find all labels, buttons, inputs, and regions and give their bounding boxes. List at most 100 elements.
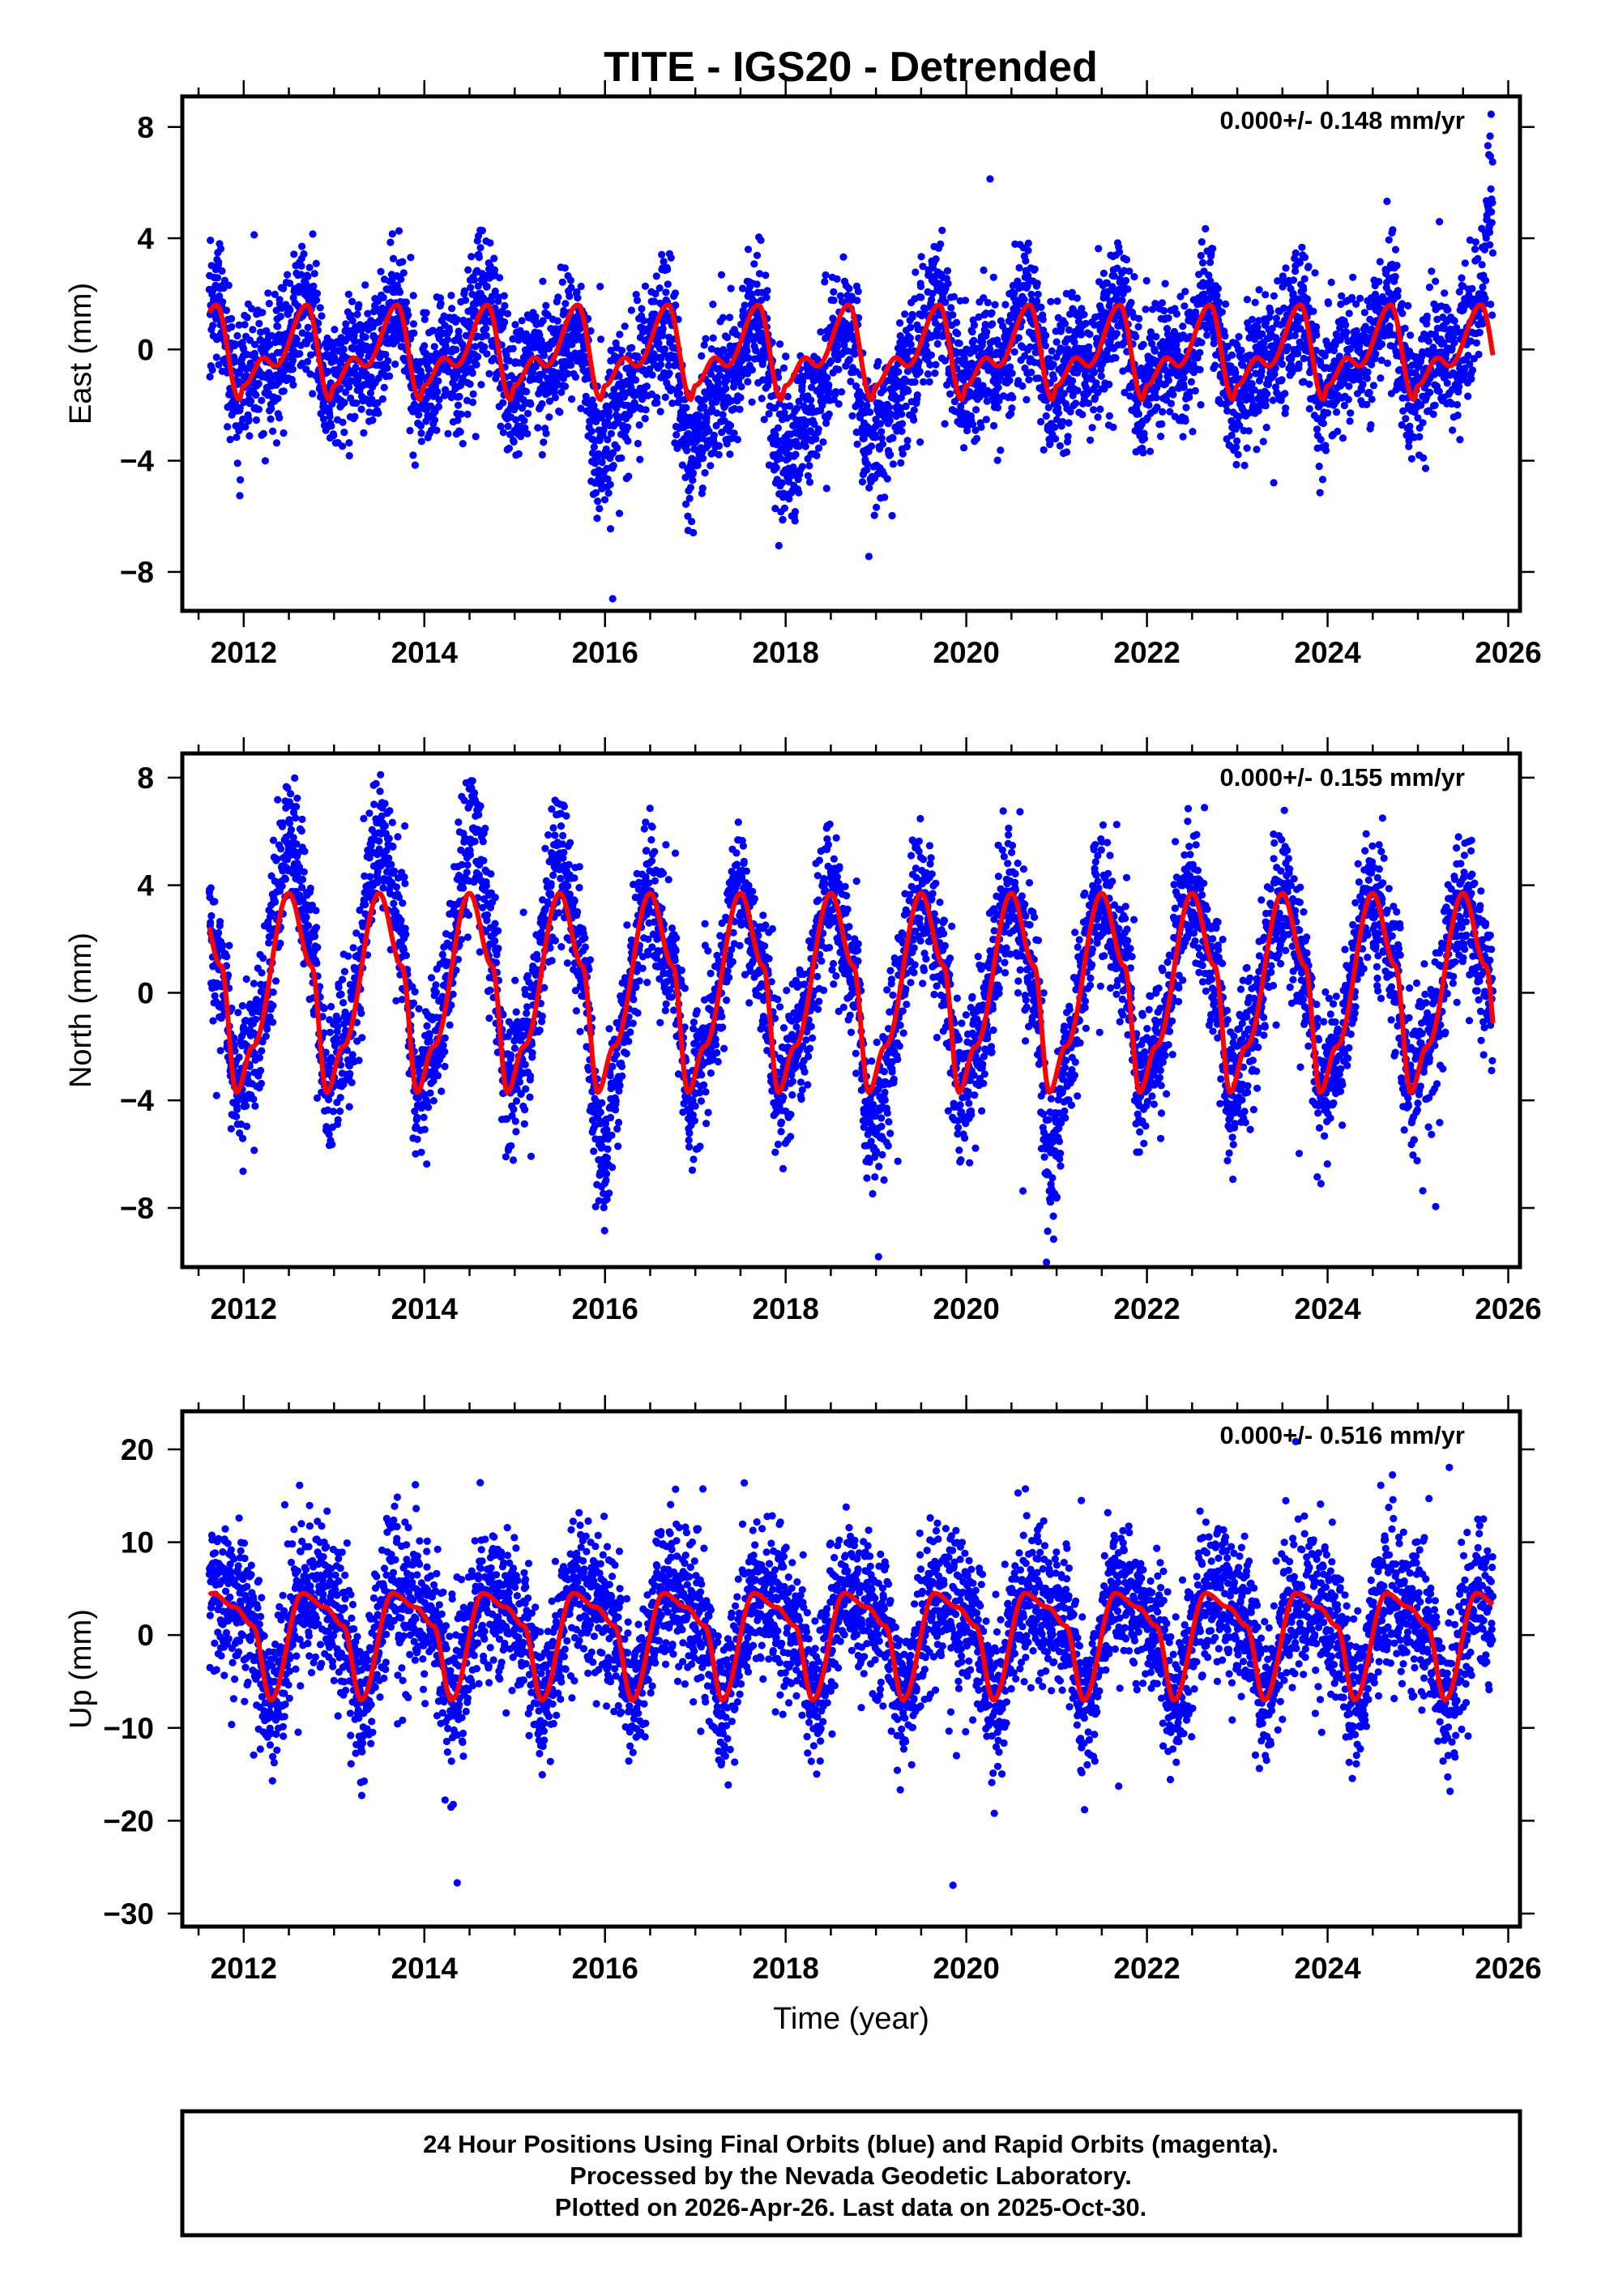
data-point	[313, 296, 321, 304]
data-point	[397, 275, 405, 284]
data-point	[538, 399, 546, 408]
data-point	[988, 320, 997, 328]
data-point	[786, 402, 794, 410]
data-point	[653, 394, 661, 402]
data-point	[319, 415, 328, 423]
data-point	[831, 388, 840, 396]
data-point	[1248, 395, 1256, 403]
data-point	[361, 333, 369, 341]
data-point	[857, 399, 865, 408]
data-points	[205, 110, 1497, 603]
data-point	[539, 317, 547, 325]
data-point	[422, 309, 430, 317]
data-point	[1037, 303, 1045, 311]
data-point	[730, 429, 738, 437]
data-point	[557, 388, 566, 396]
data-point	[480, 343, 489, 351]
data-point	[454, 416, 462, 425]
data-point	[801, 442, 809, 450]
data-point	[1377, 340, 1386, 348]
data-point	[539, 277, 547, 285]
data-point	[474, 282, 482, 290]
data-point	[1338, 434, 1347, 442]
data-point	[682, 500, 690, 508]
data-point	[1260, 344, 1268, 352]
data-point	[993, 403, 1002, 412]
data-point	[280, 387, 288, 395]
data-point	[1069, 391, 1077, 399]
data-point	[1278, 360, 1287, 369]
data-point	[944, 280, 952, 288]
data-point	[757, 236, 765, 245]
data-point	[1417, 401, 1425, 409]
data-point	[641, 414, 649, 423]
data-point	[258, 396, 266, 404]
data-point	[1318, 476, 1327, 484]
data-point	[406, 426, 414, 435]
data-point	[1404, 301, 1412, 309]
data-point	[1243, 444, 1251, 452]
data-point	[252, 416, 260, 425]
data-point	[595, 473, 604, 481]
data-point	[472, 433, 480, 441]
data-point	[1056, 442, 1064, 450]
data-point	[889, 434, 897, 442]
data-point	[750, 260, 758, 268]
data-point	[448, 305, 456, 313]
data-point	[873, 503, 881, 511]
data-point	[1206, 277, 1215, 285]
data-point	[289, 381, 297, 389]
data-point	[1357, 386, 1365, 394]
data-point	[899, 420, 907, 428]
data-point	[314, 319, 322, 327]
data-point	[434, 377, 442, 385]
data-point	[1289, 289, 1297, 298]
data-point	[265, 369, 273, 377]
data-point	[342, 320, 350, 328]
data-point	[932, 255, 940, 263]
data-point	[1139, 340, 1147, 348]
data-point	[771, 505, 779, 513]
data-point	[1166, 408, 1174, 416]
data-point	[814, 425, 822, 433]
data-point	[276, 313, 284, 321]
data-point	[351, 412, 359, 420]
data-point	[1046, 439, 1054, 448]
data-point	[819, 438, 827, 446]
data-point	[259, 429, 267, 437]
data-point	[379, 293, 387, 301]
data-point	[615, 372, 623, 380]
data-point	[772, 463, 780, 472]
data-point	[462, 296, 470, 305]
data-point	[1336, 336, 1344, 344]
data-point	[662, 288, 670, 297]
data-point	[245, 432, 254, 440]
data-point	[1027, 290, 1035, 298]
data-point	[867, 442, 876, 450]
data-point	[748, 365, 757, 374]
data-point	[558, 278, 566, 286]
data-point	[566, 276, 575, 284]
data-point	[455, 327, 463, 335]
data-point	[743, 347, 751, 355]
data-point	[1060, 390, 1068, 398]
data-point	[316, 304, 324, 312]
data-point	[436, 294, 445, 302]
data-point	[689, 528, 698, 537]
data-point	[307, 351, 315, 359]
data-point	[817, 328, 825, 336]
data-point	[598, 459, 606, 467]
data-point	[701, 469, 709, 477]
data-point	[395, 227, 403, 235]
data-point	[228, 314, 236, 322]
data-point	[957, 402, 965, 411]
data-point	[340, 429, 348, 437]
data-point	[433, 426, 441, 434]
data-point	[1440, 339, 1448, 347]
data-point	[983, 328, 991, 336]
data-point	[1253, 323, 1262, 331]
data-point	[1407, 331, 1415, 339]
data-point	[870, 511, 878, 519]
data-point	[1408, 361, 1416, 369]
data-point	[916, 368, 924, 376]
